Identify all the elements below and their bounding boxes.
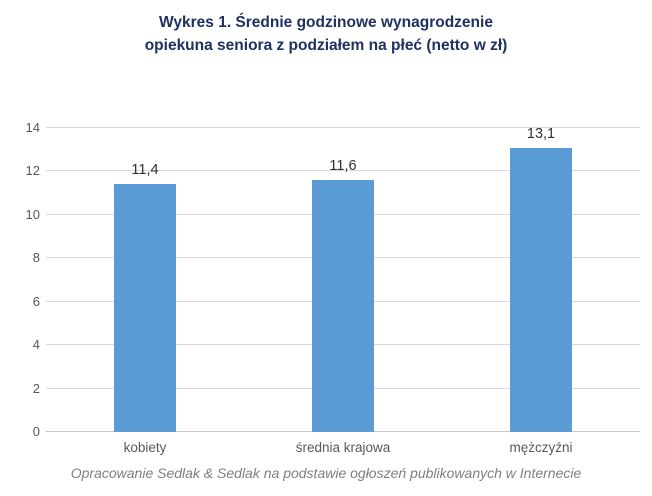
ytick-label-14: 14 [25,120,40,135]
bar-value-mężczyźni: 13,1 [526,125,556,142]
ytick-label-2: 2 [32,380,40,396]
xtick-label-mężczyźni: mężczyźni [509,440,573,455]
ytick-label-10: 10 [25,206,40,222]
xtick-label-kobiety: kobiety [123,440,167,455]
ytick-label-0: 0 [32,424,40,439]
ytick-label-8: 8 [32,250,40,266]
bar-value-kobiety: 11,4 [131,162,159,179]
ytick-label-12: 12 [25,163,40,179]
xtick-label-średnia-krajowa: średnia krajowa [295,440,391,455]
chart-source-note: Opracowanie Sedlak & Sedlak na podstawie… [70,465,582,481]
bar-kobiety [114,184,176,432]
bar-średnia-krajowa [312,180,374,432]
plot-area: 11,4 11,6 13,1 [46,125,640,432]
gridline-y12 [46,170,640,172]
bar-value-średnia-krajowa: 11,6 [329,158,357,175]
gridline-y14 [46,127,640,128]
ytick-label-6: 6 [32,293,40,309]
chart-title: Wykres 1. Średnie godzinowe wynagrodzeni… [0,11,652,57]
bar-mężczyźni [510,147,572,432]
chart-title-line1: Wykres 1. Średnie godzinowe wynagrodzeni… [159,14,493,31]
chart-title-line2: opiekuna seniora z podziałem na płeć (ne… [144,37,508,54]
ytick-label-4: 4 [32,337,40,353]
